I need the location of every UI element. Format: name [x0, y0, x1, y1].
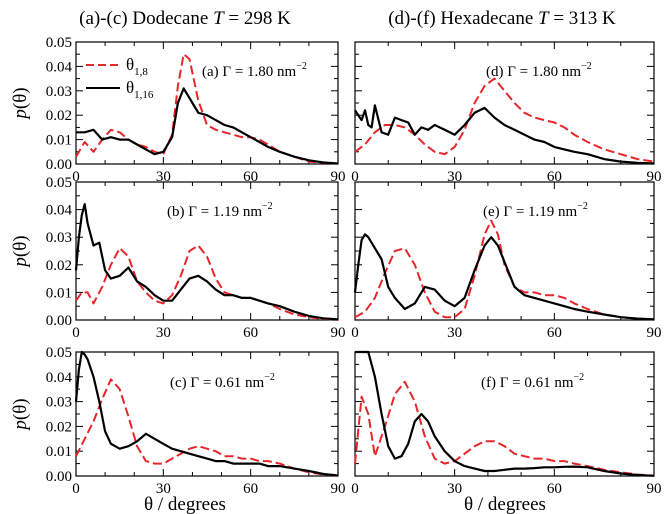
series-theta-1-8-line: [75, 53, 339, 165]
x-tick-label: 90: [647, 169, 662, 185]
series-theta-1-16-line: [76, 87, 339, 165]
y-tick-label: 0.05: [46, 175, 72, 191]
x-tick-label: 0: [351, 169, 359, 185]
legend-black-subscript: 1,16: [134, 89, 154, 101]
x-tick-label: 30: [156, 325, 171, 341]
x-tick-label: 30: [156, 169, 171, 185]
x-tick-label: 30: [447, 325, 462, 341]
panel-a: 0.00 0.01 0.02 0.03 0.04 0.05 0 30 60 90 (a) Γ = 1…: [10, 35, 346, 185]
panel-e: 0 30 60 90 (e) Γ = 1.19 nm−2: [351, 181, 662, 341]
x-tick-label: 60: [547, 169, 562, 185]
x-tick-label: 90: [647, 325, 662, 341]
y-tick-label: 0.04: [46, 59, 73, 75]
y-tick-label: 0.01: [46, 133, 72, 149]
y-tick-label: 0.04: [46, 370, 73, 386]
legend-black-label: θ1,16: [126, 78, 154, 101]
series-theta-1-16-line: [353, 233, 655, 321]
x-tick-label: 0: [351, 481, 359, 497]
left-title-prefix: (a)-(c) Dodecane: [79, 8, 213, 29]
series-theta-1-16-line: [74, 350, 339, 477]
panel-b-frame: [75, 181, 339, 321]
panel-d: 0 30 60 90 (d) Γ = 1.80 nm−2: [351, 41, 662, 185]
series-theta-1-8-line: [354, 219, 655, 321]
x-tick-label: 30: [447, 169, 462, 185]
left-title-suffix: = 298 K: [224, 8, 291, 29]
panel-c-frame: [75, 351, 339, 477]
series-theta-1-8-line: [75, 244, 339, 321]
y-tick-label: 0.04: [46, 203, 73, 219]
x-axis-label-left: θ / degrees: [144, 494, 226, 514]
left-title-var: T: [213, 8, 225, 29]
x-tick-label: 0: [72, 325, 80, 341]
series-theta-1-8-line: [354, 77, 655, 163]
y-tick-label: 0.02: [46, 258, 72, 274]
panel-f-annotation: (f) Γ = 0.61 nm−2: [481, 372, 584, 391]
panels: 0.000.010.020.030.040.050 30 60 90(a) Γ = 1…: [10, 35, 662, 497]
right-title-var: T: [538, 8, 550, 29]
series-theta-1-16-line: [354, 104, 655, 165]
panel-c-annotation: (c) Γ = 0.61 nm−2: [170, 372, 275, 391]
panel-f: 0 30 60 90 (f) Γ = 0.61 nm−2: [351, 350, 662, 497]
y-tick-label: 0.01: [46, 444, 72, 460]
left-column-title: (a)-(c) Dodecane T = 298 K: [79, 8, 291, 29]
panel-a-annotation: (a) Γ = 1.80 nm−2: [202, 61, 307, 80]
x-tick-label: 0: [351, 325, 359, 341]
x-tick-label: 90: [331, 325, 346, 341]
y-tick-label: 0.05: [46, 35, 72, 51]
right-title-suffix: = 313 K: [549, 8, 616, 29]
y-tick-label: 0.00: [46, 469, 72, 485]
panel-b-annotation: (b) Γ = 1.19 nm−2: [167, 201, 273, 220]
panel-e-frame: [354, 181, 655, 321]
series-theta-1-8-line: [75, 378, 339, 477]
panel-d-frame: [354, 41, 655, 165]
y-axis-label: p(θ): [10, 235, 31, 268]
right-title-prefix: (d)-(f) Hexadecane: [388, 8, 538, 29]
x-tick-label: 90: [331, 169, 346, 185]
x-tick-label: 90: [331, 481, 346, 497]
x-tick-label: 90: [647, 481, 662, 497]
y-tick-label: 0.00: [46, 157, 72, 173]
legend-red-subscript: 1,8: [134, 66, 148, 78]
y-tick-label: 0.02: [46, 419, 72, 435]
x-tick-label: 0: [72, 169, 80, 185]
y-tick-label: 0.03: [46, 84, 72, 100]
y-tick-label: 0.00: [46, 313, 72, 329]
y-tick-label: 0.01: [46, 285, 72, 301]
panel-c: 0.00 0.01 0.02 0.03 0.04 0.05 0 30 60 90 (c) Γ = 0…: [10, 345, 346, 497]
legend: θ1,8 θ1,16: [86, 55, 154, 101]
right-column-title: (d)-(f) Hexadecane T = 313 K: [388, 8, 616, 29]
y-axis-label: p(θ): [10, 87, 31, 120]
panel-b: 0.00 0.01 0.02 0.03 0.04 0.05 0 30 60 90 (b) Γ = 1…: [10, 175, 346, 341]
legend-red-label: θ1,8: [126, 55, 148, 78]
y-tick-label: 0.05: [46, 345, 72, 361]
x-tick-label: 60: [547, 325, 562, 341]
x-tick-label: 30: [447, 481, 462, 497]
y-tick-label: 0.03: [46, 230, 72, 246]
y-tick-label: 0.02: [46, 108, 72, 124]
x-axis-label-right: θ / degrees: [464, 494, 546, 514]
series-theta-1-8-line: [354, 380, 655, 477]
panel-d-annotation: (d) Γ = 1.80 nm−2: [486, 61, 592, 80]
x-tick-label: 30: [156, 481, 171, 497]
x-tick-label: 0: [72, 481, 80, 497]
panel-e-annotation: (e) Γ = 1.19 nm−2: [483, 201, 588, 220]
series-theta-1-16-line: [355, 350, 655, 477]
x-tick-label: 60: [243, 481, 258, 497]
series-theta-1-16-line: [74, 203, 339, 321]
x-tick-label: 60: [243, 325, 258, 341]
x-tick-label: 60: [243, 169, 258, 185]
y-axis-label: p(θ): [10, 398, 31, 431]
y-tick-label: 0.03: [46, 395, 72, 411]
x-tick-label: 60: [547, 481, 562, 497]
